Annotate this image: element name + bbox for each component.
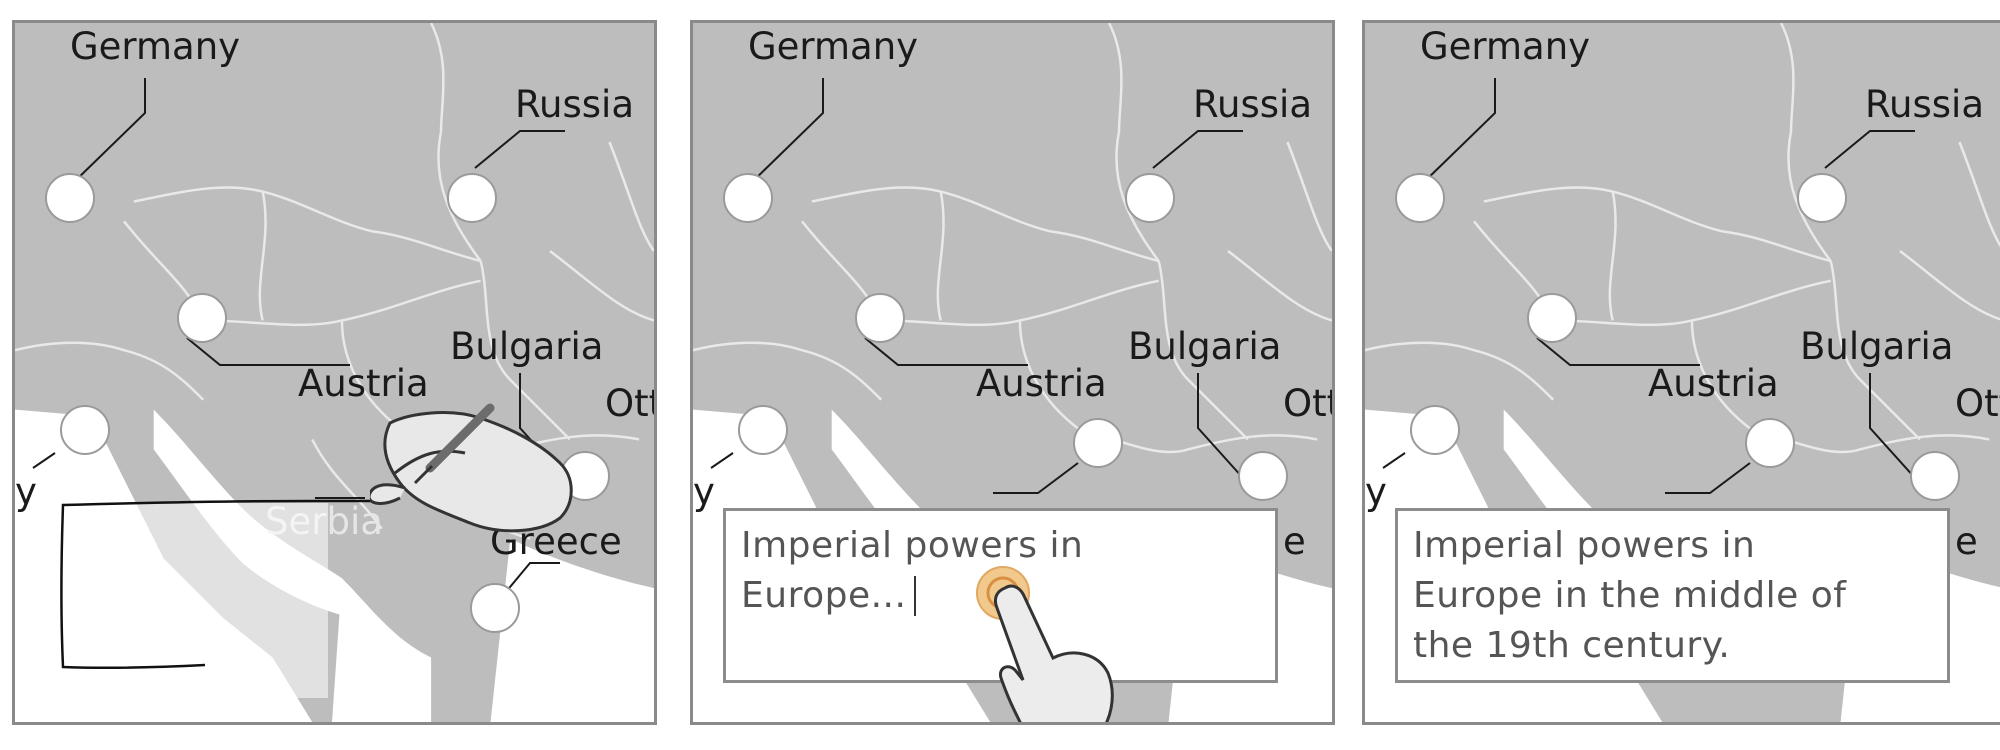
label-austria: Austria <box>976 362 1107 405</box>
label-ottoman-partial: Ott <box>605 382 654 425</box>
panel-sketch-text-box: Germany Russia Austria Bulgaria Ott y Se… <box>12 20 657 725</box>
leader-lines <box>32 78 566 594</box>
label-germany: Germany <box>748 25 919 68</box>
label-italy-partial: y <box>1365 470 1387 513</box>
marker-russia[interactable] <box>1125 173 1175 223</box>
marker-italy[interactable] <box>60 405 110 455</box>
label-germany: Germany <box>70 25 241 68</box>
label-ottoman-partial: Ott <box>1955 382 2000 425</box>
label-russia: Russia <box>1193 83 1313 126</box>
marker-germany[interactable] <box>45 173 95 223</box>
label-italy-partial: y <box>15 470 37 513</box>
hand-with-stylus-icon <box>370 403 573 533</box>
marker-austria[interactable] <box>1527 293 1577 343</box>
text-box-line-1: Imperial powers in <box>1413 525 1756 566</box>
text-box-line-2: Europe... <box>741 575 907 616</box>
leader-lines <box>1382 78 1916 494</box>
marker-italy[interactable] <box>738 405 788 455</box>
label-austria: Austria <box>298 362 429 405</box>
marker-serbia[interactable] <box>1745 418 1795 468</box>
label-bulgaria: Bulgaria <box>450 325 604 368</box>
text-box-final[interactable]: Imperial powers in Europe in the middle … <box>1395 508 1950 683</box>
panel-typing-text-box: Germany Russia Austria Bulgaria Ott y e … <box>690 20 1335 725</box>
pointing-hand-icon <box>993 584 1114 722</box>
marker-austria[interactable] <box>855 293 905 343</box>
marker-germany[interactable] <box>723 173 773 223</box>
panel-finished-text-box: Germany Russia Austria Bulgaria Ott y e … <box>1362 20 2000 725</box>
marker-russia[interactable] <box>1797 173 1847 223</box>
label-italy-partial: y <box>693 470 715 513</box>
label-bulgaria: Bulgaria <box>1128 325 1282 368</box>
marker-serbia[interactable] <box>1073 418 1123 468</box>
text-box-line-3: the 19th century. <box>1413 625 1731 666</box>
text-box-line-2: Europe in the middle of <box>1413 575 1847 616</box>
marker-germany[interactable] <box>1395 173 1445 223</box>
text-cursor <box>914 576 917 616</box>
text-box-line-1: Imperial powers in <box>741 525 1084 566</box>
marker-bulgaria[interactable] <box>1238 451 1288 501</box>
marker-russia[interactable] <box>447 173 497 223</box>
sketched-text-box-stroke[interactable] <box>15 23 657 725</box>
label-germany: Germany <box>1420 25 1591 68</box>
label-fragment-e: e <box>1283 520 1306 563</box>
label-fragment-e: e <box>1955 520 1978 563</box>
label-ottoman-partial: Ott <box>1283 382 1332 425</box>
leader-lines <box>710 78 1244 494</box>
marker-bulgaria[interactable] <box>1910 451 1960 501</box>
marker-greece[interactable] <box>470 583 520 633</box>
label-russia: Russia <box>1865 83 1985 126</box>
label-austria: Austria <box>1648 362 1779 405</box>
marker-italy[interactable] <box>1410 405 1460 455</box>
marker-austria[interactable] <box>177 293 227 343</box>
label-russia: Russia <box>515 83 635 126</box>
label-bulgaria: Bulgaria <box>1800 325 1954 368</box>
